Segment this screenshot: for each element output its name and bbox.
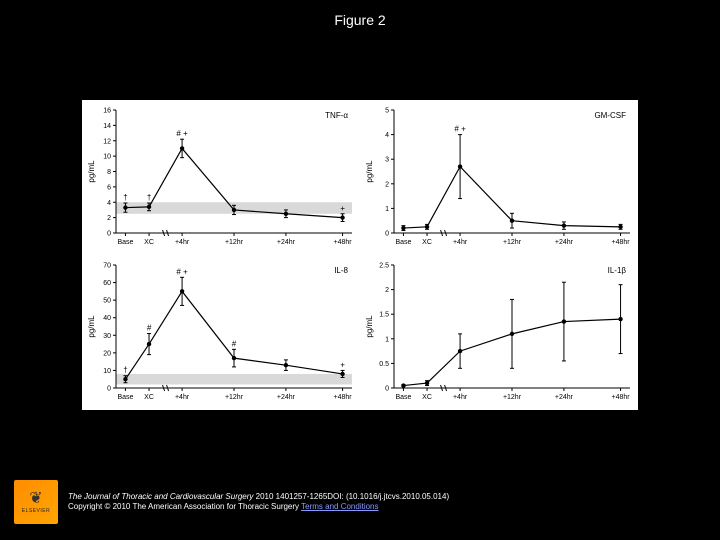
svg-text:0: 0 — [107, 386, 111, 393]
svg-text:IL-8: IL-8 — [334, 266, 348, 275]
svg-text:2: 2 — [107, 215, 111, 222]
svg-text:+12hr: +12hr — [225, 394, 244, 401]
svg-text:pg/mL: pg/mL — [87, 160, 96, 183]
tree-icon: ❦ — [29, 491, 42, 507]
svg-text:XC: XC — [144, 239, 154, 246]
svg-text:10: 10 — [103, 368, 111, 375]
copyright-text: Copyright © 2010 The American Associatio… — [68, 502, 301, 511]
footer: ❦ ELSEVIER The Journal of Thoracic and C… — [14, 480, 706, 524]
svg-text:1: 1 — [385, 206, 389, 213]
svg-text:0: 0 — [385, 386, 389, 393]
svg-text:50: 50 — [103, 298, 111, 305]
svg-text:40: 40 — [103, 315, 111, 322]
svg-text:IL-1β: IL-1β — [608, 266, 627, 275]
svg-text:Base: Base — [395, 239, 411, 246]
svg-text:+: + — [340, 360, 345, 369]
svg-text:+: + — [340, 204, 345, 213]
svg-text:†: † — [123, 193, 127, 202]
svg-text:14: 14 — [103, 123, 111, 130]
svg-text:10: 10 — [103, 154, 111, 161]
svg-text:XC: XC — [422, 239, 432, 246]
svg-text:12: 12 — [103, 138, 111, 145]
svg-text:16: 16 — [103, 108, 111, 115]
svg-text:+48hr: +48hr — [612, 394, 631, 401]
svg-text:TNF-α: TNF-α — [325, 111, 348, 120]
svg-text:1: 1 — [385, 336, 389, 343]
svg-text:+48hr: +48hr — [612, 239, 631, 246]
svg-text:3: 3 — [385, 157, 389, 164]
svg-text:Base: Base — [117, 239, 133, 246]
svg-text:Base: Base — [395, 394, 411, 401]
svg-text:pg/mL: pg/mL — [87, 315, 96, 338]
svg-text:4: 4 — [385, 132, 389, 139]
chart-panels: 0246810121416BaseXC+4hr+12hr+24hr+48hr††… — [82, 100, 638, 410]
svg-text:60: 60 — [103, 280, 111, 287]
svg-text:pg/mL: pg/mL — [365, 160, 374, 183]
svg-text:pg/mL: pg/mL — [365, 315, 374, 338]
svg-text:+24hr: +24hr — [555, 394, 574, 401]
svg-text:#: # — [147, 324, 152, 333]
svg-text:# +: # + — [454, 125, 466, 134]
svg-text:XC: XC — [422, 394, 432, 401]
citation-text: The Journal of Thoracic and Cardiovascul… — [68, 492, 706, 513]
terms-link[interactable]: Terms and Conditions — [301, 502, 378, 511]
svg-text:4: 4 — [107, 200, 111, 207]
svg-text:XC: XC — [144, 394, 154, 401]
figure-title: Figure 2 — [0, 0, 720, 28]
svg-text:8: 8 — [107, 169, 111, 176]
svg-text:# +: # + — [176, 267, 188, 276]
elsevier-logo: ❦ ELSEVIER — [14, 480, 58, 524]
svg-text:#: # — [232, 339, 237, 348]
svg-text:0: 0 — [107, 231, 111, 238]
svg-text:+4hr: +4hr — [175, 394, 190, 401]
svg-text:2: 2 — [385, 181, 389, 188]
svg-text:+12hr: +12hr — [503, 239, 522, 246]
svg-text:+48hr: +48hr — [334, 239, 353, 246]
svg-text:+48hr: +48hr — [334, 394, 353, 401]
svg-text:0: 0 — [385, 231, 389, 238]
svg-text:+4hr: +4hr — [453, 239, 468, 246]
svg-text:GM-CSF: GM-CSF — [594, 111, 626, 120]
svg-text:+24hr: +24hr — [555, 239, 574, 246]
svg-text:†: † — [147, 193, 151, 202]
svg-text:2: 2 — [385, 287, 389, 294]
svg-text:+24hr: +24hr — [277, 394, 296, 401]
svg-text:6: 6 — [107, 184, 111, 191]
svg-text:2.5: 2.5 — [379, 263, 389, 270]
svg-text:20: 20 — [103, 350, 111, 357]
svg-text:70: 70 — [103, 263, 111, 270]
publisher-name: ELSEVIER — [22, 508, 50, 514]
svg-text:# +: # + — [176, 129, 188, 138]
journal-name: The Journal of Thoracic and Cardiovascul… — [68, 492, 253, 501]
svg-text:+24hr: +24hr — [277, 239, 296, 246]
svg-text:5: 5 — [385, 108, 389, 115]
svg-text:+4hr: +4hr — [453, 394, 468, 401]
citation-tail: 2010 1401257-1265DOI: (10.1016/j.jtcvs.2… — [253, 492, 449, 501]
svg-text:1.5: 1.5 — [379, 312, 389, 319]
svg-text:0.5: 0.5 — [379, 361, 389, 368]
svg-text:+12hr: +12hr — [225, 239, 244, 246]
svg-text:Base: Base — [117, 394, 133, 401]
svg-text:+4hr: +4hr — [175, 239, 190, 246]
svg-text:†: † — [123, 366, 127, 375]
svg-text:+12hr: +12hr — [503, 394, 522, 401]
svg-text:30: 30 — [103, 333, 111, 340]
